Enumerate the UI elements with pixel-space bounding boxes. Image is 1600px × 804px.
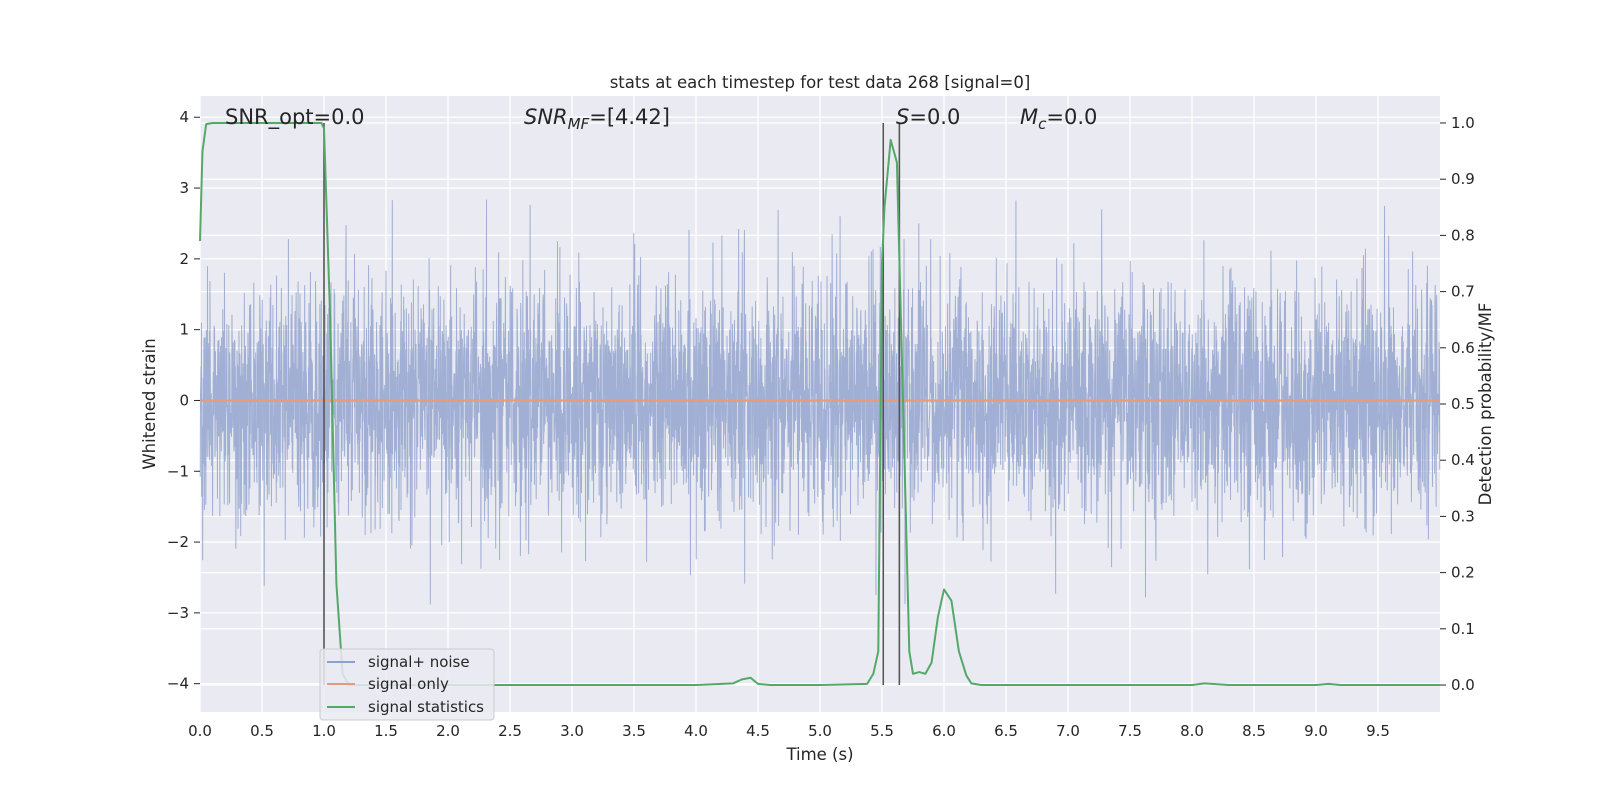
annotation-mc: Mc=0.0 [1020,105,1097,133]
y-right-tick-label: 0.3 [1451,507,1475,525]
y-right-tick-label: 0.2 [1451,564,1475,582]
legend-label-signal-only: signal only [368,675,449,693]
y-tick-label: 3 [179,179,189,197]
chart-title: stats at each timestep for test data 268… [610,73,1031,92]
annotation-s: S=0.0 [896,105,960,129]
x-tick-label: 6.5 [994,722,1018,740]
series-signal-noise [199,199,1441,605]
x-axis-label: Time (s) [785,745,853,764]
x-tick-label: 3.0 [560,722,584,740]
x-tick-label: 6.0 [932,722,956,740]
y-right-tick-label: 0.9 [1451,170,1475,188]
y-right-tick-label: 0.0 [1451,676,1475,694]
y-right-tick-label: 0.7 [1451,283,1475,301]
y-axis-right: 0.0 0.1 0.2 0.3 0.4 0.5 0.6 0.7 0.8 0.9 1.0 [1440,114,1475,694]
x-axis: 0.0 0.5 1.0 1.5 2.0 2.5 3.0 3.5 4.0 4.5 5.0 5.5 6.0 6… [188,722,1390,740]
y-tick-label: −2 [167,533,189,551]
annotation-mc-value: =0.0 [1046,105,1097,129]
legend-box [319,648,495,721]
x-tick-label: 7.0 [1056,722,1080,740]
annotation-s-base: S [896,105,909,129]
y-right-tick-label: 1.0 [1451,114,1475,132]
y-tick-label: 2 [179,250,189,268]
y-tick-label: −4 [167,675,189,693]
y-right-tick-label: 0.4 [1451,451,1475,469]
annotation-snr-mf-sub: MF [568,115,590,133]
statistics-line [199,121,1440,687]
y-axis-right-label: Detection probability/MF [1476,303,1495,506]
y-axis-left: −4 −3 −2 −1 0 1 2 3 4 [167,108,200,693]
x-tick-label: 1.0 [312,722,336,740]
y-right-tick-label: 0.1 [1451,620,1475,638]
x-tick-label: 7.5 [1118,722,1142,740]
y-right-tick-label: 0.6 [1451,339,1475,357]
noise-line [199,199,1441,605]
x-tick-label: 8.0 [1180,722,1204,740]
annotation-snr-opt: SNR_opt=0.0 [225,105,365,130]
x-tick-label: 5.0 [808,722,832,740]
x-tick-label: 2.5 [498,722,522,740]
x-tick-label: 4.0 [684,722,708,740]
annotation-snr-mf: SNRMF=[4.42] [524,105,670,133]
annotation-mc-sub: c [1038,115,1047,133]
legend: signal+ noise signal only signal statist… [319,648,495,721]
y-axis-label: Whitened strain [140,338,159,469]
y-right-tick-label: 0.5 [1451,395,1475,413]
x-tick-label: 9.0 [1304,722,1328,740]
annotation-mc-base: M [1020,105,1038,129]
x-tick-label: 2.0 [436,722,460,740]
annotation-s-value: =0.0 [909,105,960,129]
x-tick-label: 5.5 [870,722,894,740]
series-signal-statistics [199,121,1440,687]
y-tick-label: 4 [179,108,189,126]
legend-label-signal-noise: signal+ noise [368,653,470,671]
annotation-snr-mf-base: SNR [524,105,568,129]
x-tick-label: 4.5 [746,722,770,740]
x-tick-label: 0.0 [188,722,212,740]
y-tick-label: 1 [179,321,189,339]
x-tick-label: 8.5 [1242,722,1266,740]
y-tick-label: −3 [167,604,189,622]
legend-label-signal-statistics: signal statistics [368,698,484,716]
x-tick-label: 9.5 [1366,722,1390,740]
x-tick-label: 0.5 [250,722,274,740]
x-tick-label: 1.5 [374,722,398,740]
x-tick-label: 3.5 [622,722,646,740]
annotation-snr-mf-value: =[4.42] [589,105,670,129]
y-right-tick-label: 0.8 [1451,226,1475,244]
y-tick-label: 0 [179,391,189,409]
y-tick-label: −1 [167,462,189,480]
